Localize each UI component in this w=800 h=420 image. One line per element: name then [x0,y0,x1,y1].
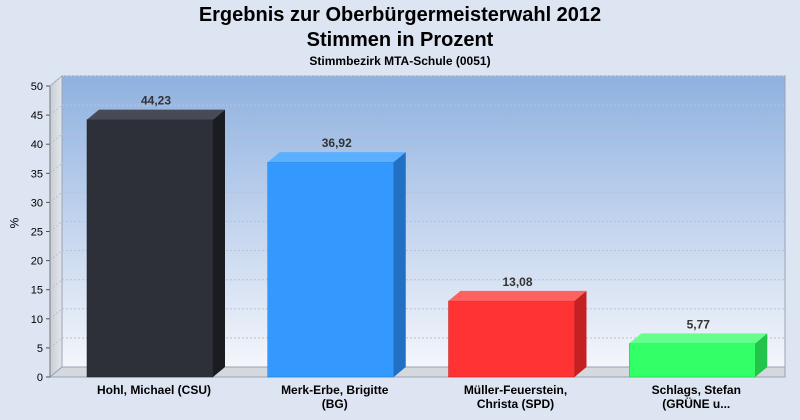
y-tick-label: 45 [31,110,43,122]
y-tick-label: 25 [31,227,43,239]
bar-side [574,290,587,377]
y-tick-label: 35 [31,168,43,180]
gridline-side [49,308,63,320]
gridline-side [49,133,63,145]
plot-side-wall [49,74,63,379]
data-label: 5,77 [687,317,711,331]
gridline-side [49,250,63,261]
bar-side [393,152,406,377]
x-tick-label: Hohl, Michael (CSU) [97,383,211,397]
gridline-side [49,162,63,174]
bar-top [629,333,768,344]
x-tick-label: Christa (SPD) [477,397,554,411]
x-tick-label: (GRÜNE u... [662,396,730,411]
gridline-side [49,192,63,203]
gridline-side [49,221,63,232]
bar-side [755,333,768,377]
bar [267,161,394,378]
data-label: 36,92 [322,136,352,150]
y-tick-label: 30 [31,197,43,209]
chart-subtitle-line: Stimmen in Prozent [306,29,494,51]
gridline-side [49,75,63,87]
x-tick-label: Müller-Feuerstein, [464,383,567,397]
x-tick-label: Schlags, Stefan [652,383,741,397]
chart-title: Ergebnis zur Oberbürgermeisterwahl 2012 [198,4,602,26]
y-tick-label: 40 [31,139,43,151]
y-tick-label: 15 [31,285,43,297]
data-label: 44,23 [141,94,171,108]
y-tick-label: 0 [37,372,43,384]
chart-subtitle: Stimmbezirk MTA-Schule (0051) [309,54,491,68]
y-tick-label: 50 [31,81,43,93]
data-label: 13,08 [502,275,532,289]
bar-top [267,152,406,163]
bar [86,119,214,378]
bar [629,343,756,378]
y-tick-label: 10 [31,314,43,326]
x-tick-label: Merk-Erbe, Brigitte [281,383,389,397]
bar [448,300,575,378]
gridline-side [49,279,63,291]
gridline-side [49,337,63,349]
bar-top [87,109,225,120]
bar-side [213,109,225,378]
gridline-side [49,104,63,116]
x-tick-label: (BG) [322,397,348,411]
y-tick-label: 5 [37,343,43,355]
y-tick-label: 20 [31,256,43,268]
bar-top [448,290,587,301]
